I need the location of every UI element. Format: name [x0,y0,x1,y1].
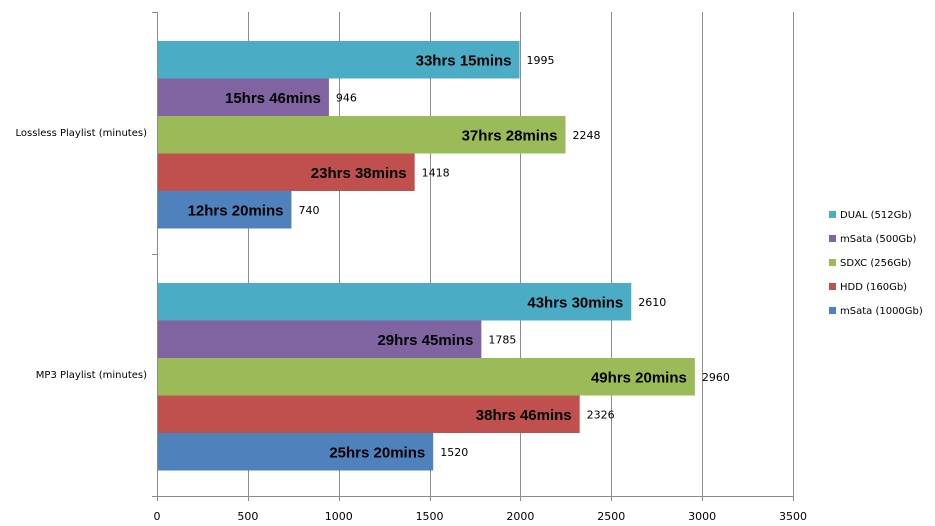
category-label: MP3 Playlist (minutes) [36,370,147,381]
x-tick-label: 1500 [416,510,444,523]
bar [158,116,566,154]
bar [158,433,434,471]
data-value-label: 2960 [702,371,730,384]
x-tick-label: 2500 [597,510,625,523]
bar [158,78,329,116]
bar [158,395,580,433]
bar-duration-label: 25hrs 20mins [329,444,425,461]
x-tick-label: 3500 [779,510,807,523]
legend-label: DUAL (512Gb) [840,210,912,221]
x-tick-label: 2000 [506,510,534,523]
data-value-label: 2610 [638,296,666,309]
bar-duration-label: 43hrs 30mins [527,294,623,311]
legend-label: mSata (500Gb) [840,234,917,245]
data-value-label: 2326 [587,408,615,421]
data-value-label: 1418 [422,166,450,179]
data-value-label: 946 [336,91,357,104]
bar [158,358,695,396]
x-tick-label: 500 [237,510,258,523]
legend: DUAL (512Gb) mSata (500Gb) SDXC (256Gb) HDD… [829,210,923,317]
bar [158,191,292,229]
data-value-label: 1995 [527,54,555,67]
bars: 33hrs 15mins 1995 15hrs 46mins 946 37hrs 28m… [158,41,730,471]
legend-swatch [829,211,836,218]
legend-swatch [829,283,836,290]
data-value-label: 2248 [572,129,600,142]
x-tick-label: 0 [154,510,161,523]
bar-duration-label: 15hrs 46mins [225,90,321,107]
bar [158,283,632,321]
legend-label: SDXC (256Gb) [840,258,911,269]
legend-label: HDD (160Gb) [840,282,907,293]
bar-duration-label: 23hrs 38mins [311,165,407,182]
bar-duration-label: 29hrs 45mins [377,332,473,349]
gridlines [248,12,794,496]
bar-duration-label: 37hrs 28mins [462,127,558,144]
axes [152,12,794,501]
bar [158,41,520,79]
x-tick-label: 3000 [688,510,716,523]
x-tick-label: 1000 [325,510,353,523]
bar-duration-label: 33hrs 15mins [416,52,512,69]
legend-swatch [829,235,836,242]
bar-duration-label: 38hrs 46mins [476,407,572,424]
data-value-label: 740 [298,204,319,217]
bar-duration-label: 12hrs 20mins [188,202,284,219]
bar [158,320,482,358]
x-axis-tick-labels: 0 500 1000 1500 2000 2500 3000 3500 [154,510,808,523]
legend-swatch [829,307,836,314]
bar [158,153,415,191]
category-label: Lossless Playlist (minutes) [16,128,148,139]
legend-swatch [829,259,836,266]
bar-duration-label: 49hrs 20mins [591,369,687,386]
data-value-label: 1785 [488,333,516,346]
y-axis-category-labels: Lossless Playlist (minutes) MP3 Playlist … [16,128,148,381]
data-value-label: 1520 [440,446,468,459]
legend-label: mSata (1000Gb) [840,306,923,317]
